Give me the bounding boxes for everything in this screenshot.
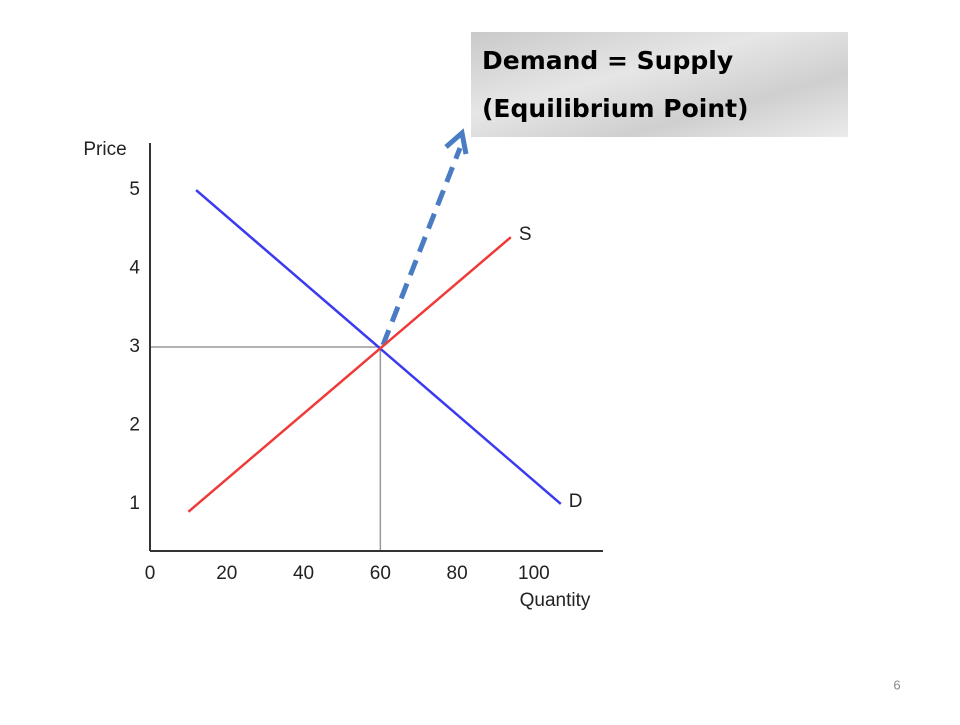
arrow-head xyxy=(444,128,469,155)
series-line xyxy=(187,236,512,513)
x-tick-label: 60 xyxy=(370,563,391,584)
y-tick-label: 1 xyxy=(129,493,140,514)
x-tick-label: 20 xyxy=(216,563,237,584)
series-line xyxy=(195,189,562,505)
y-axis-label: Price xyxy=(83,139,126,160)
y-tick-label: 2 xyxy=(129,414,140,435)
x-tick-label: 100 xyxy=(518,563,550,584)
y-tick-label: 5 xyxy=(129,179,140,200)
y-tick-label: 3 xyxy=(129,336,140,357)
annotation-box xyxy=(471,32,848,137)
annotation-line: (Equilibrium Point) xyxy=(482,94,749,123)
x-tick-label: 40 xyxy=(293,563,314,584)
slide-number: 6 xyxy=(893,677,900,692)
annotation-line: Demand = Supply xyxy=(482,46,733,75)
arrow-shaft xyxy=(380,147,463,346)
y-tick-label: 4 xyxy=(129,258,140,279)
series-label: S xyxy=(519,224,532,245)
x-tick-label: 80 xyxy=(447,563,468,584)
series-label: D xyxy=(569,491,583,512)
x-tick-label: 0 xyxy=(145,563,156,584)
x-axis-label: Quantity xyxy=(520,590,591,611)
